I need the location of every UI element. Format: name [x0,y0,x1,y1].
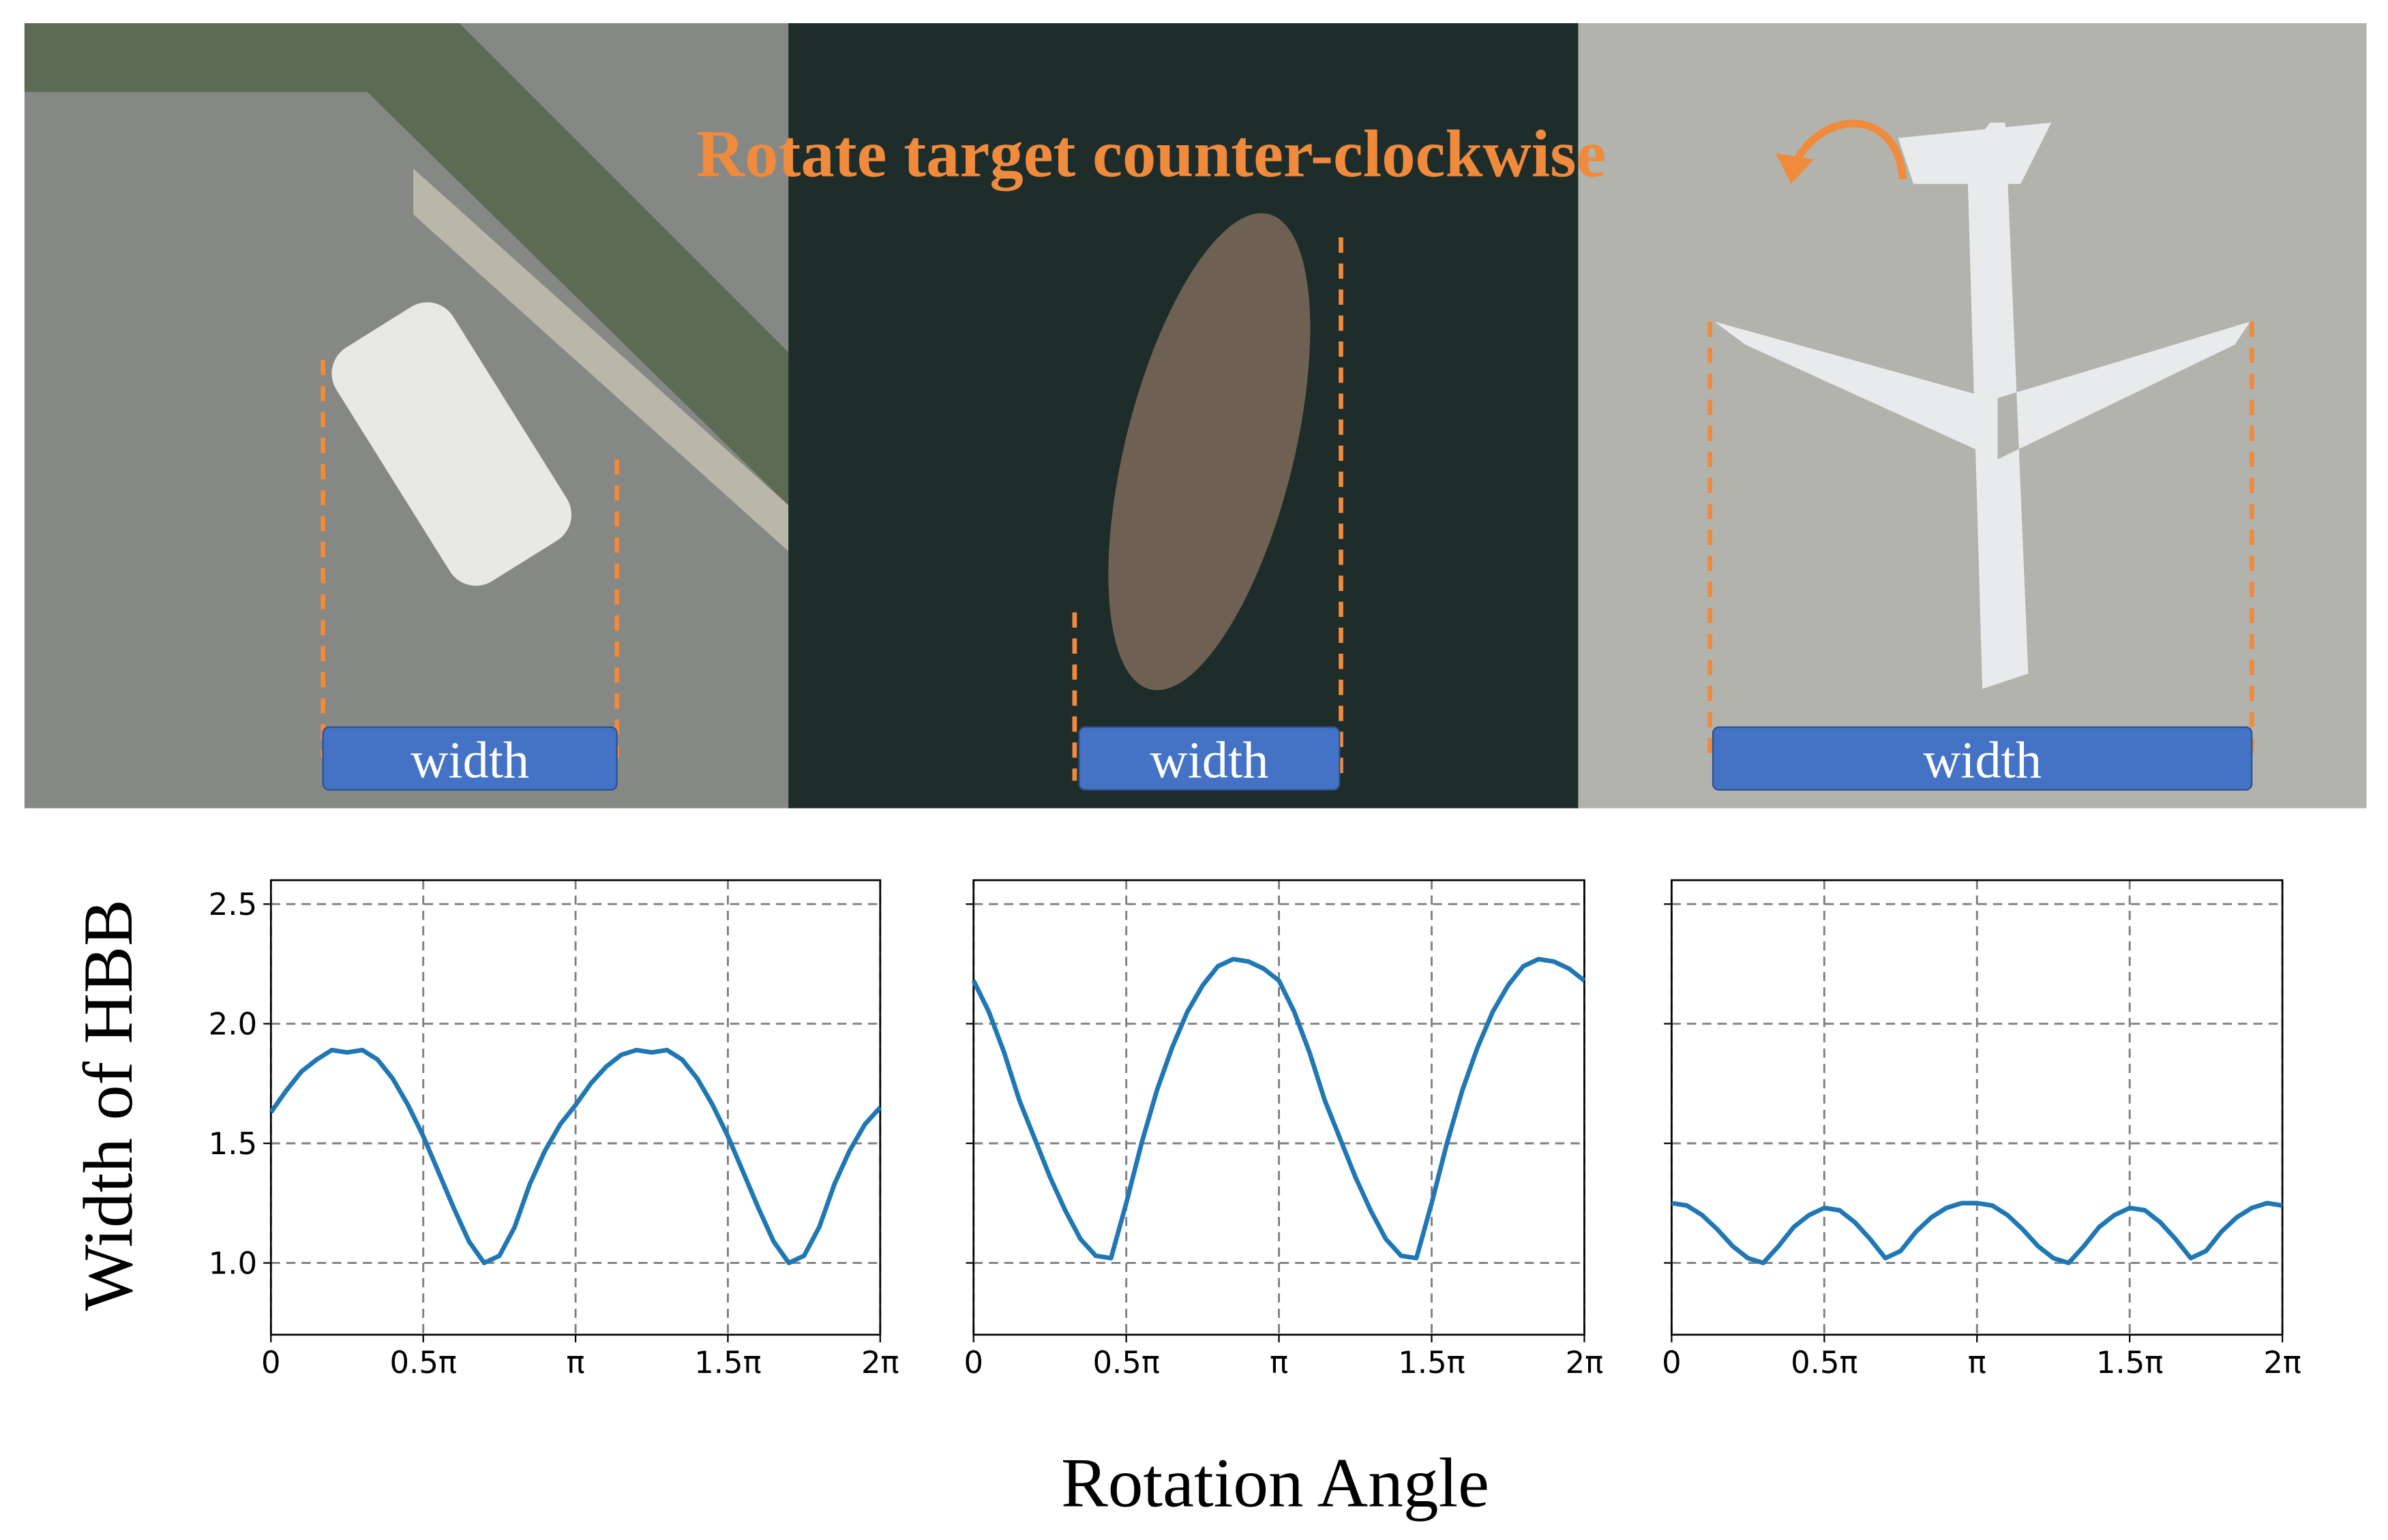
chart-1: 0 0.5π π 1.5π 2π [964,879,1604,1380]
width-label: width [411,731,529,789]
data-line [269,1047,882,1265]
x-axis-label: Rotation Angle [1061,1444,1489,1522]
x-tick-label: 2π [1566,1344,1604,1380]
x-tick-label: 0 [1662,1344,1682,1380]
photo-airplane [1714,122,2250,689]
width-label: width [1150,731,1269,789]
chart-0: 0 0.5π π 1.5π 2π 1.0 1.5 2.0 2.5 [209,879,899,1380]
y-tick-label: 2.0 [209,1006,257,1042]
y-tick-label: 1.0 [209,1245,257,1281]
photo-curb [413,168,789,552]
x-tick-label: 1.5π [2096,1344,2163,1380]
chart-2: 0 0.5π π 1.5π 2π [1662,879,2301,1380]
width-box [322,726,618,791]
y-tick-label: 1.5 [209,1126,257,1162]
x-tick-label: π [1968,1344,1986,1380]
dashed-guides [320,237,2254,781]
x-tick-label: 0.5π [1092,1344,1159,1380]
x-tick-label: 0.5π [1791,1344,1857,1380]
y-axis-label: Width of HBB [70,899,147,1311]
rotate-arrow [1790,119,1907,180]
width-box [1078,726,1341,791]
x-tick-label: 2π [2263,1344,2301,1380]
x-tick-label: π [567,1344,585,1380]
annotation: Rotate target counter-clockwise [696,117,1607,191]
x-tick-label: 1.5π [1398,1344,1465,1380]
x-tick-label: 2π [861,1344,899,1380]
x-tick-label: 1.5π [694,1344,761,1380]
rotate-arrowhead [1776,153,1815,184]
width-boxes: width width width [322,726,2253,791]
x-tick-label: 0 [964,1344,983,1380]
x-tick-label: 0.5π [390,1344,457,1380]
photos [24,23,2367,809]
x-tick-label: π [1270,1344,1288,1380]
data-line [971,956,1586,1260]
data-line [1671,1201,2283,1265]
width-label: width [1923,731,2042,789]
y-tick-label: 2.5 [209,886,257,922]
photo-vehicle [331,302,572,586]
plot-frame [972,879,1585,1336]
x-tick-label: 0 [261,1344,281,1380]
width-box [1712,726,2253,791]
plot-frame [1671,879,2284,1336]
photo-hull [1108,213,1311,691]
photo-grass [24,23,789,506]
